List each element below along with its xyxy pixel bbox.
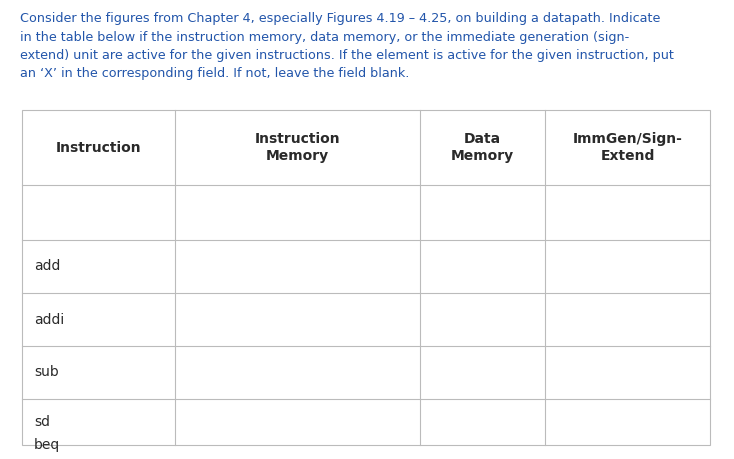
Text: beq: beq bbox=[34, 438, 60, 452]
Bar bbox=[22, 110, 710, 445]
Text: Instruction: Instruction bbox=[56, 140, 142, 155]
Text: Data
Memory: Data Memory bbox=[451, 132, 514, 163]
Text: addi: addi bbox=[34, 313, 65, 326]
Text: sub: sub bbox=[34, 365, 59, 380]
Text: sd: sd bbox=[34, 415, 50, 429]
Text: add: add bbox=[34, 259, 60, 274]
Text: ImmGen/Sign-
Extend: ImmGen/Sign- Extend bbox=[573, 132, 683, 163]
Text: Instruction
Memory: Instruction Memory bbox=[255, 132, 341, 163]
Text: Consider the figures from Chapter 4, especially Figures 4.19 – 4.25, on building: Consider the figures from Chapter 4, esp… bbox=[20, 12, 674, 80]
